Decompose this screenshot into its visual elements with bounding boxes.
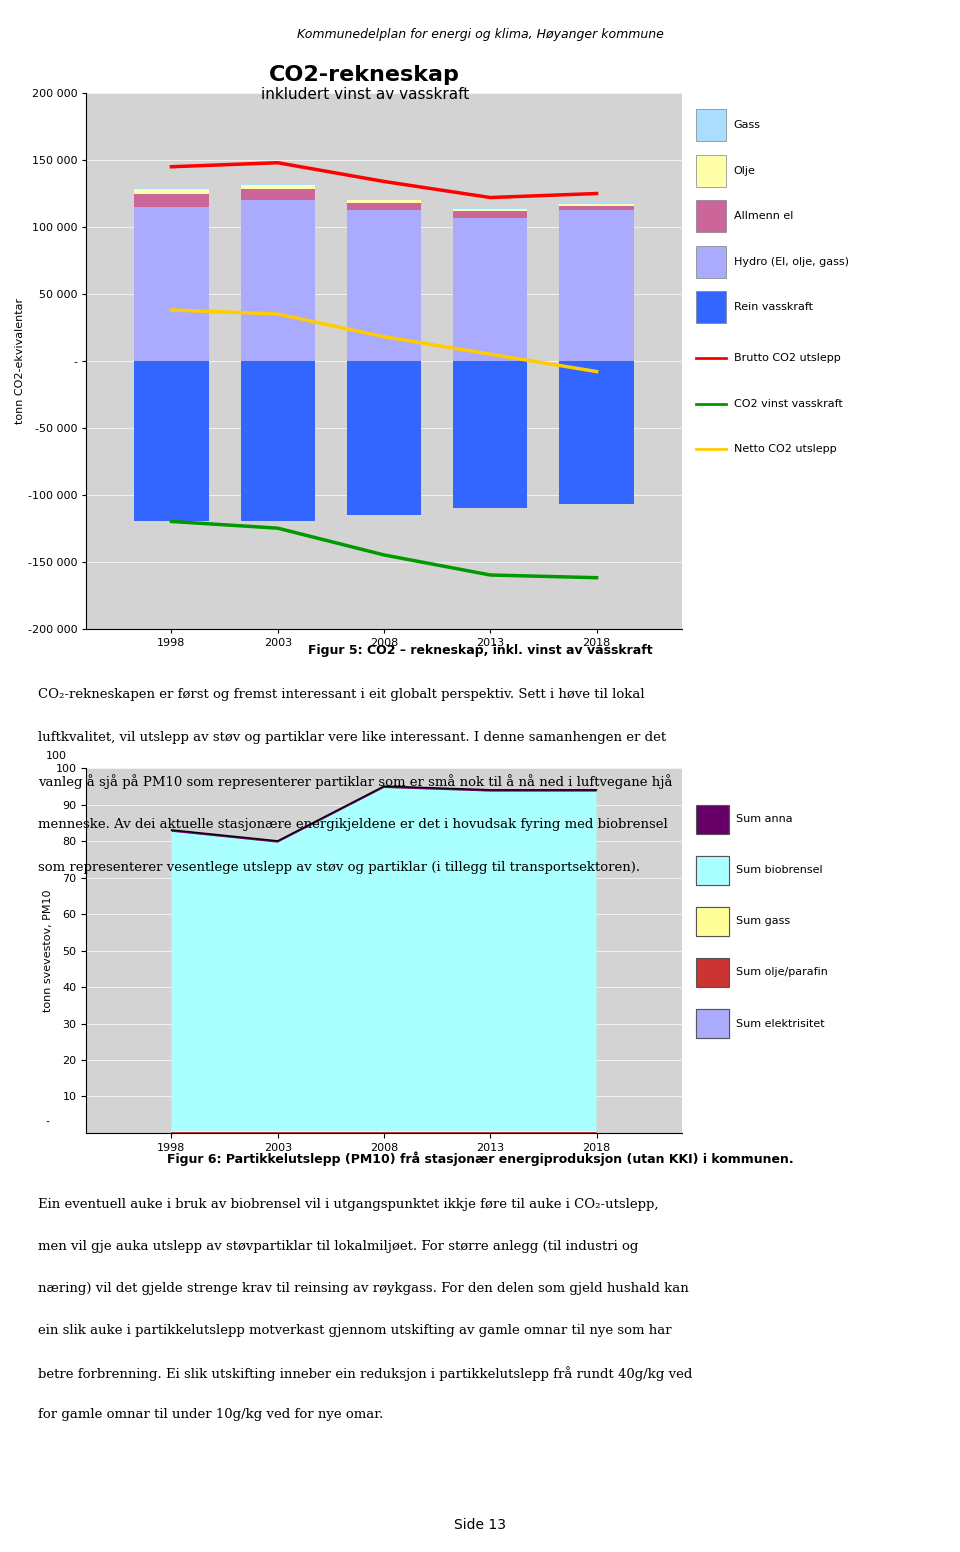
Bar xyxy=(560,205,634,210)
Bar xyxy=(347,210,421,362)
Bar xyxy=(696,855,729,885)
Text: vanleg å sjå på PM10 som representerer partiklar som er små nok til å nå ned i l: vanleg å sjå på PM10 som representerer p… xyxy=(38,774,673,790)
Text: som representerer vesentlege utslepp av støv og partiklar (i tillegg til transpo: som representerer vesentlege utslepp av … xyxy=(38,861,640,874)
Bar xyxy=(241,183,315,186)
Bar xyxy=(696,1009,729,1038)
Text: Side 13: Side 13 xyxy=(454,1518,506,1532)
Bar xyxy=(347,362,421,515)
Y-axis label: tonn CO2-ekvivalentar: tonn CO2-ekvivalentar xyxy=(15,298,25,424)
Bar xyxy=(560,362,634,504)
Text: Brutto CO2 utslepp: Brutto CO2 utslepp xyxy=(733,354,840,363)
Bar xyxy=(696,1009,729,1038)
Text: Sum biobrensel: Sum biobrensel xyxy=(736,866,823,875)
Bar xyxy=(134,206,208,362)
Bar xyxy=(560,203,634,205)
Text: Sum gass: Sum gass xyxy=(736,916,790,927)
Text: 100: 100 xyxy=(46,751,67,760)
Bar xyxy=(696,200,726,233)
Text: Sum olje/parafin: Sum olje/parafin xyxy=(736,967,828,978)
Bar xyxy=(696,906,729,936)
Bar xyxy=(241,186,315,189)
Text: -: - xyxy=(46,1116,50,1125)
Bar xyxy=(696,155,726,186)
Text: Sum anna: Sum anna xyxy=(736,815,793,824)
Bar xyxy=(453,210,527,211)
Bar xyxy=(696,804,729,833)
Text: Figur 6: Partikkelutslepp (PM10) frå stasjonær energiproduksjon (utan KKI) i kom: Figur 6: Partikkelutslepp (PM10) frå sta… xyxy=(167,1152,793,1166)
Text: Allmenn el: Allmenn el xyxy=(733,211,793,222)
Text: Rein vasskraft: Rein vasskraft xyxy=(733,303,812,312)
Text: CO₂-rekneskapen er først og fremst interessant i eit globalt perspektiv. Sett i : CO₂-rekneskapen er først og fremst inter… xyxy=(38,688,645,700)
Text: Olje: Olje xyxy=(733,166,756,175)
Text: for gamle omnar til under 10g/kg ved for nye omar.: for gamle omnar til under 10g/kg ved for… xyxy=(38,1408,384,1420)
Bar xyxy=(696,292,726,323)
Text: CO2-rekneskap: CO2-rekneskap xyxy=(270,65,460,85)
Bar xyxy=(134,186,208,189)
Text: Gass: Gass xyxy=(733,120,760,130)
Bar xyxy=(453,211,527,217)
Bar xyxy=(453,217,527,362)
Text: Netto CO2 utslepp: Netto CO2 utslepp xyxy=(733,444,836,455)
Text: luftkvalitet, vil utslepp av støv og partiklar vere like interessant. I denne sa: luftkvalitet, vil utslepp av støv og par… xyxy=(38,731,666,743)
Text: Ein eventuell auke i bruk av biobrensel vil i utgangspunktet ikkje føre til auke: Ein eventuell auke i bruk av biobrensel … xyxy=(38,1198,659,1211)
Bar xyxy=(347,200,421,203)
Bar xyxy=(134,189,208,194)
Text: Kommunedelplan for energi og klima, Høyanger kommune: Kommunedelplan for energi og klima, Høya… xyxy=(297,28,663,40)
Bar xyxy=(696,855,729,885)
Bar xyxy=(560,210,634,362)
Bar xyxy=(696,906,729,936)
Bar xyxy=(134,362,208,521)
Bar xyxy=(696,958,729,987)
Bar xyxy=(696,109,726,141)
Bar xyxy=(696,245,726,278)
Text: inkludert vinst av vasskraft: inkludert vinst av vasskraft xyxy=(261,87,468,102)
Text: menneske. Av dei aktuelle stasjonære energikjeldene er det i hovudsak fyring med: menneske. Av dei aktuelle stasjonære ene… xyxy=(38,818,668,830)
Text: CO2 vinst vasskraft: CO2 vinst vasskraft xyxy=(733,399,842,408)
Text: ein slik auke i partikkelutslepp motverkast gjennom utskifting av gamle omnar ti: ein slik auke i partikkelutslepp motverk… xyxy=(38,1324,672,1336)
Bar xyxy=(134,194,208,206)
Bar xyxy=(241,362,315,521)
Text: betre forbrenning. Ei slik utskifting inneber ein reduksjon i partikkelutslepp f: betre forbrenning. Ei slik utskifting in… xyxy=(38,1366,693,1381)
Text: Figur 5: CO2 – rekneskap, inkl. vinst av vasskraft: Figur 5: CO2 – rekneskap, inkl. vinst av… xyxy=(308,644,652,656)
Bar xyxy=(453,362,527,508)
Bar xyxy=(241,200,315,362)
Bar xyxy=(241,189,315,200)
Text: næring) vil det gjelde strenge krav til reinsing av røykgass. For den delen som : næring) vil det gjelde strenge krav til … xyxy=(38,1282,689,1294)
Text: men vil gje auka utslepp av støvpartiklar til lokalmiljøet. For større anlegg (t: men vil gje auka utslepp av støvpartikla… xyxy=(38,1240,638,1252)
Bar xyxy=(347,203,421,210)
Y-axis label: tonn svevestov, PM10: tonn svevestov, PM10 xyxy=(43,889,53,1012)
Text: Hydro (El, olje, gass): Hydro (El, olje, gass) xyxy=(733,256,849,267)
Text: Sum elektrisitet: Sum elektrisitet xyxy=(736,1018,825,1029)
